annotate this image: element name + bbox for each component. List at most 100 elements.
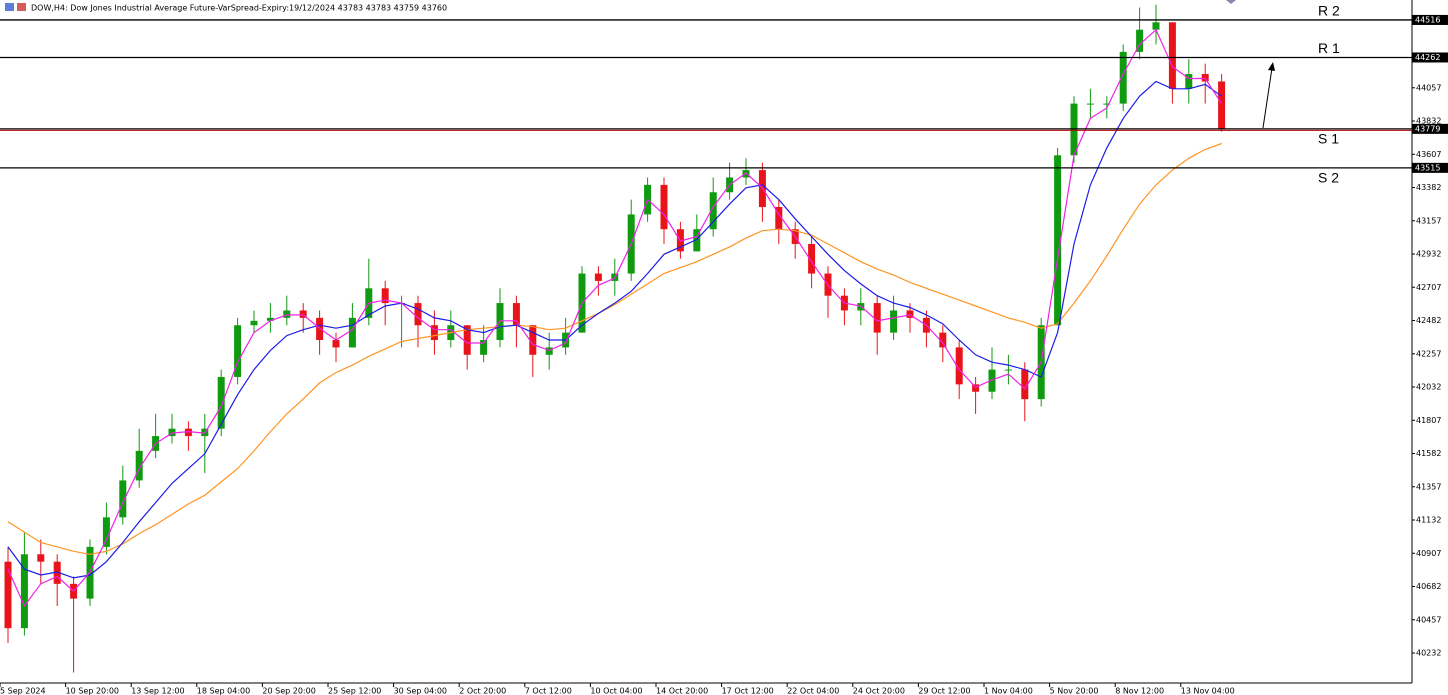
x-tick-label: 25 Sep 12:00 [328,687,381,695]
candle-body [1004,369,1012,371]
marker [1226,0,1236,4]
candle-body [1021,369,1029,400]
x-tick-label: 20 Sep 20:00 [262,687,315,695]
y-tick-label: 42032 [1416,383,1441,392]
y-tick-label: 40682 [1416,582,1441,591]
price-tag [1412,52,1448,63]
candle-body [283,310,291,318]
x-tick-label: 10 Oct 04:00 [590,687,642,695]
candle-body [890,310,898,333]
candle-body [873,303,881,333]
x-tick-label: 18 Sep 04:00 [197,687,250,695]
y-tick-label: 42707 [1416,283,1441,292]
candle-body [4,561,12,629]
y-tick-label: 40457 [1416,615,1441,624]
candle-body [20,554,28,629]
candle-body [660,184,668,230]
candle-body [119,480,127,518]
y-tick-label: 41582 [1416,449,1441,458]
candle-body [1136,29,1144,52]
candle-body [775,207,783,230]
candle-body [709,192,717,230]
x-tick-label: 5 Sep 2024 [0,687,46,695]
level-label: R 2 [1318,3,1340,19]
y-tick-label: 41132 [1416,516,1441,525]
y-tick-label: 43832 [1416,117,1441,126]
candle-body [1103,103,1111,105]
candle-body [348,317,356,348]
candle-body [168,428,176,437]
candle-body [693,229,701,252]
level-label: R 1 [1318,40,1340,56]
price-tag [1412,14,1448,25]
candle-body [463,325,471,355]
x-tick-label: 1 Nov 04:00 [984,687,1033,695]
candle-body [184,428,192,437]
candle-body [316,317,324,341]
candle-body [299,310,307,318]
candle-body [988,369,996,392]
x-tick-label: 5 Nov 20:00 [1050,687,1099,695]
moving-average-line [7,28,1223,608]
candle-body [545,347,553,355]
y-tick-label: 41807 [1416,416,1441,425]
candle-body [234,325,242,377]
price-tag-label: 43779 [1415,124,1440,133]
price-tag [1412,162,1448,173]
x-tick-label: 29 Oct 12:00 [918,687,970,695]
level-label: S 1 [1318,131,1339,147]
candle-body [1201,74,1209,82]
y-tick-label: 40907 [1416,549,1441,558]
y-tick-label: 42257 [1416,349,1441,358]
candle-body [972,384,980,392]
y-tick-label: 40232 [1416,649,1441,658]
price-tag [1412,123,1448,134]
candle-body [1054,155,1062,326]
candles [4,4,1226,673]
price-tag-label: 43515 [1415,163,1440,172]
y-tick-label: 41357 [1416,482,1441,491]
candle-body [1152,22,1160,30]
level-label: S 2 [1318,170,1339,186]
candle-body [529,325,537,355]
x-tick-label: 7 Oct 12:00 [525,687,572,695]
candle-body [332,340,340,348]
price-tag-label: 44262 [1415,53,1440,62]
candle-body [414,303,422,326]
y-tick-label: 42482 [1416,316,1441,325]
x-tick-label: 22 Oct 04:00 [787,687,839,695]
moving-average-line [7,80,1222,579]
x-tick-label: 14 Oct 20:00 [656,687,708,695]
arrow [1262,62,1275,129]
candle-body [1086,103,1094,105]
candle-body [217,376,225,429]
candle-body [594,273,602,281]
candle-body [1168,22,1176,89]
moving-average-line [7,142,1222,555]
candle-body [135,450,143,481]
chart-title: DOW,H4: Dow Jones Industrial Average Fut… [31,4,447,13]
candle-body [808,243,816,274]
candle-body [480,340,488,355]
candle-body [37,554,45,562]
candle-body [53,561,61,584]
candle-body [512,303,520,326]
candle-body [1119,51,1127,104]
x-tick-label: 24 Oct 20:00 [853,687,905,695]
candle-body [906,310,914,318]
y-tick-label: 43607 [1416,150,1441,159]
y-tick-label: 42932 [1416,250,1441,259]
price-tag-label: 44516 [1415,15,1440,24]
y-tick-label: 43157 [1416,216,1441,225]
y-tick-label: 44057 [1416,83,1441,92]
x-tick-label: 10 Sep 20:00 [66,687,119,695]
x-tick-label: 13 Sep 12:00 [131,687,184,695]
candle-body [1218,81,1226,129]
candle-body [955,347,963,385]
x-tick-label: 2 Oct 20:00 [459,687,506,695]
y-tick-label: 43382 [1416,183,1441,192]
candle-body [1185,74,1193,89]
candle-body [381,288,389,304]
symbol-icon [5,3,26,11]
